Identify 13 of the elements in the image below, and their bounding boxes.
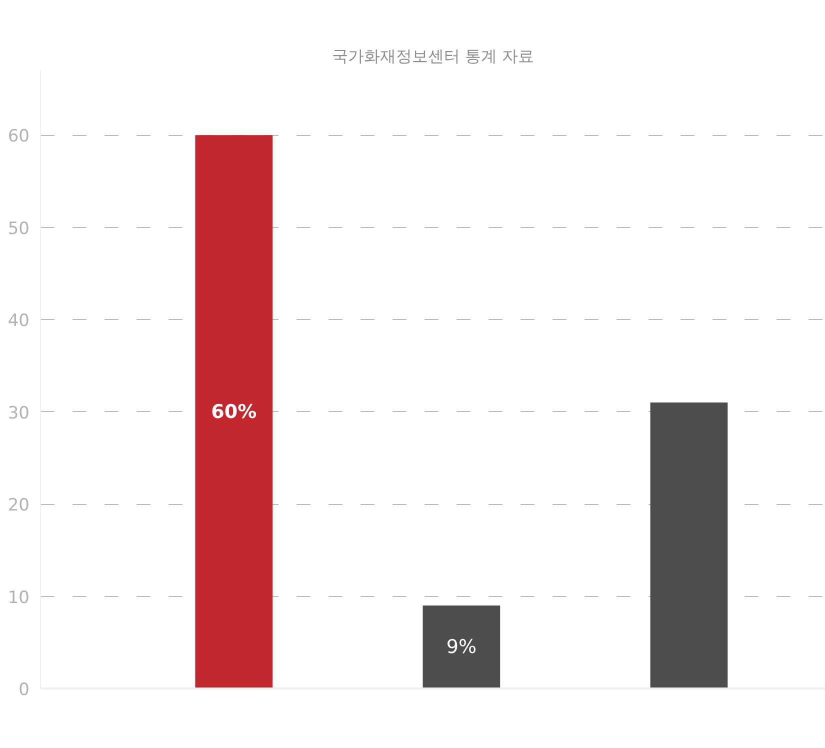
y-tick-label: 0 (18, 680, 30, 700)
bar (650, 402, 728, 688)
data-label: 60% (211, 400, 257, 423)
chart-title: 국가화재정보센터 통계 자료 (332, 46, 534, 66)
y-tick-label: 30 (8, 403, 30, 424)
bar (422, 605, 500, 688)
data-label: 9% (446, 636, 477, 658)
y-tick-label: 40 (8, 311, 30, 332)
y-tick-label: 10 (8, 588, 30, 608)
bar (195, 135, 273, 688)
y-tick-label: 20 (8, 496, 30, 516)
y-tick-label: 50 (8, 218, 30, 239)
y-tick-label: 60 (8, 126, 30, 147)
